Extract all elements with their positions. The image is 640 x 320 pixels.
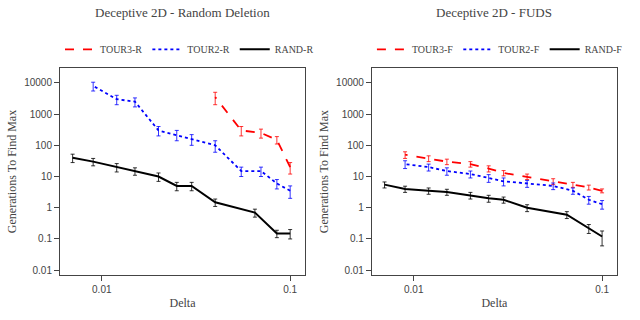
svg-text:100: 100 (347, 140, 364, 151)
svg-text:0.01: 0.01 (404, 284, 424, 295)
svg-text:Delta: Delta (481, 296, 508, 310)
svg-text:1000: 1000 (342, 109, 365, 120)
svg-text:0.1: 0.1 (38, 233, 52, 244)
svg-text:Generations To Find Max: Generations To Find Max (5, 110, 19, 233)
svg-text:10000: 10000 (24, 77, 52, 88)
svg-text:TOUR3-R: TOUR3-R (100, 44, 142, 55)
svg-text:Deceptive 2D - Random Deletion: Deceptive 2D - Random Deletion (95, 5, 270, 20)
svg-text:TOUR3-F: TOUR3-F (412, 44, 453, 55)
svg-text:0.1: 0.1 (283, 284, 297, 295)
svg-text:TOUR2-R: TOUR2-R (187, 44, 229, 55)
svg-text:0.1: 0.1 (350, 233, 364, 244)
svg-text:RAND-F: RAND-F (585, 44, 623, 55)
svg-text:1: 1 (46, 202, 52, 213)
svg-text:0.01: 0.01 (33, 265, 53, 276)
svg-text:Deceptive 2D - FUDS: Deceptive 2D - FUDS (436, 5, 552, 20)
svg-text:Generations To Find Max: Generations To Find Max (317, 110, 331, 233)
svg-text:RAND-R: RAND-R (275, 44, 314, 55)
svg-text:TOUR2-F: TOUR2-F (498, 44, 539, 55)
svg-text:0.01: 0.01 (344, 265, 364, 276)
svg-text:1000: 1000 (30, 109, 53, 120)
svg-text:Delta: Delta (170, 296, 197, 310)
svg-text:0.01: 0.01 (92, 284, 112, 295)
svg-text:1: 1 (358, 202, 364, 213)
svg-text:100: 100 (35, 140, 52, 151)
svg-text:10: 10 (353, 171, 365, 182)
svg-text:10000: 10000 (336, 77, 364, 88)
svg-text:10: 10 (41, 171, 53, 182)
svg-text:0.1: 0.1 (595, 284, 609, 295)
